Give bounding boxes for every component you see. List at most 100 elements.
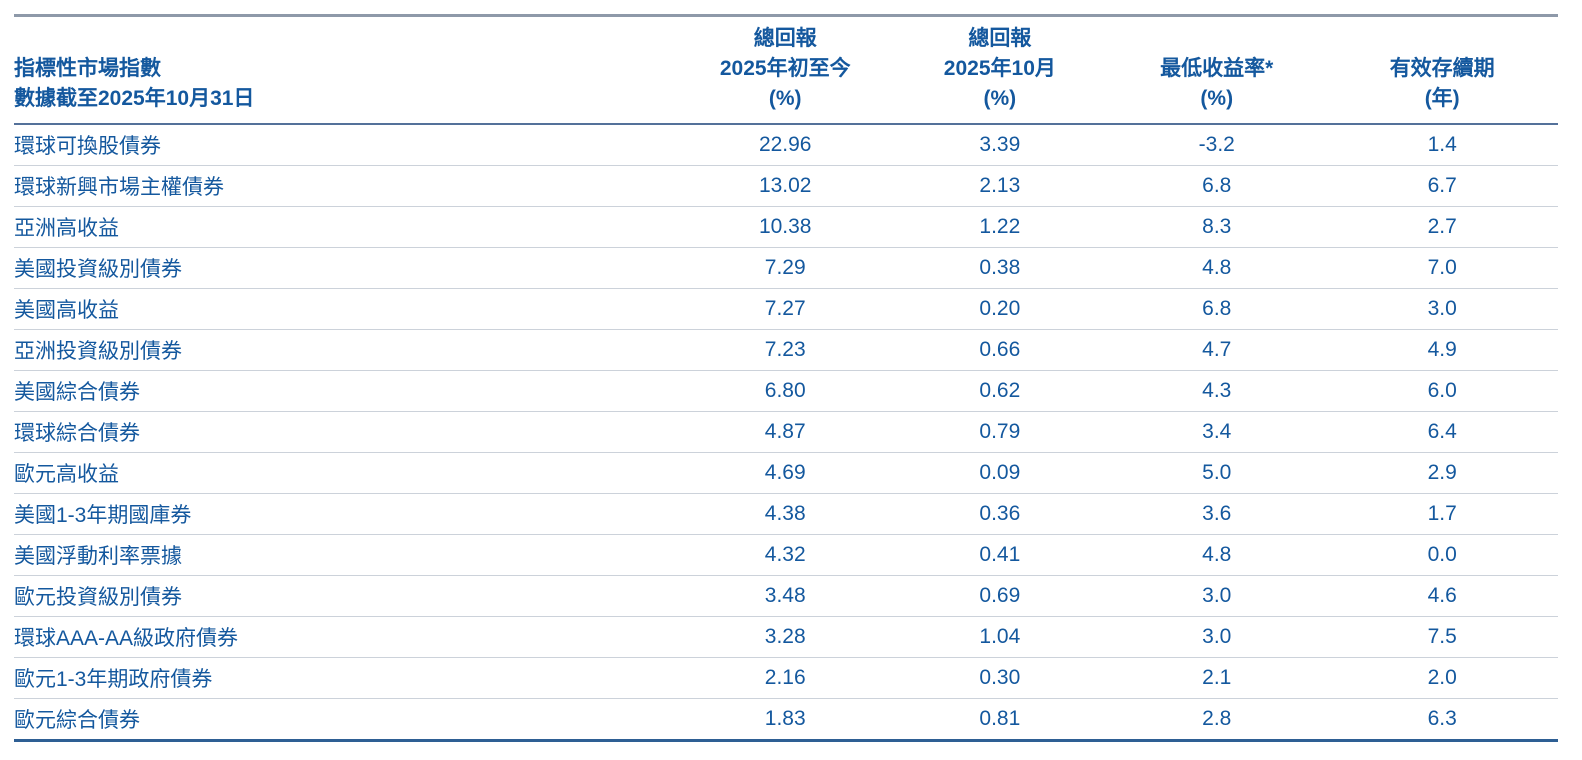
ytd-return-cell: 13.02 xyxy=(677,165,893,207)
index-name-cell: 環球新興市場主權債券 xyxy=(14,165,678,207)
index-name-cell: 歐元1-3年期政府債券 xyxy=(14,657,678,699)
table-header: 指標性市場指數 數據截至2025年10月31日 總回報 2025年初至今 (%)… xyxy=(14,15,1558,125)
ytd-return-cell: 3.48 xyxy=(677,575,893,617)
ytd-return-cell: 4.32 xyxy=(677,534,893,576)
yield-to-worst-cell: 3.0 xyxy=(1107,575,1327,617)
header-ytw-unit: (%) xyxy=(1200,87,1234,110)
table-row: 美國綜合債券 6.80 0.62 4.3 6.0 xyxy=(14,370,1558,412)
ytd-return-cell: 4.69 xyxy=(677,452,893,494)
oct-return-cell: 0.81 xyxy=(892,698,1108,742)
yield-to-worst-cell: 2.8 xyxy=(1107,698,1327,742)
index-name-cell: 歐元投資級別債券 xyxy=(14,575,678,617)
duration-cell: 6.3 xyxy=(1326,698,1558,742)
ytd-return-cell: 7.23 xyxy=(677,329,893,371)
table-row: 環球新興市場主權債券 13.02 2.13 6.8 6.7 xyxy=(14,165,1558,207)
table-row: 環球綜合債券 4.87 0.79 3.4 6.4 xyxy=(14,411,1558,453)
ytd-return-cell: 10.38 xyxy=(677,206,893,248)
table-row: 亞洲高收益 10.38 1.22 8.3 2.7 xyxy=(14,206,1558,248)
ytd-return-cell: 22.96 xyxy=(677,124,893,166)
header-ytd-line1: 總回報 xyxy=(753,27,817,50)
header-row: 指標性市場指數 數據截至2025年10月31日 總回報 2025年初至今 (%)… xyxy=(14,15,1558,125)
table-row: 美國投資級別債券 7.29 0.38 4.8 7.0 xyxy=(14,247,1558,289)
header-total-return-ytd: 總回報 2025年初至今 (%) xyxy=(678,16,893,125)
header-dur-line2: 有效存續期 xyxy=(1389,57,1495,80)
oct-return-cell: 0.38 xyxy=(892,247,1108,289)
ytd-return-cell: 6.80 xyxy=(677,370,893,412)
header-index-line1 xyxy=(14,24,678,54)
index-name-cell: 環球AAA-AA級政府債券 xyxy=(14,616,678,658)
yield-to-worst-cell: 4.8 xyxy=(1107,247,1327,289)
table-row: 美國浮動利率票據 4.32 0.41 4.8 0.0 xyxy=(14,534,1558,576)
oct-return-cell: 0.36 xyxy=(892,493,1108,535)
duration-cell: 1.4 xyxy=(1326,124,1558,166)
duration-cell: 1.7 xyxy=(1326,493,1558,535)
header-index-title: 指標性市場指數 xyxy=(14,57,161,80)
table-body: 環球可換股債券 22.96 3.39 -3.2 1.4 環球新興市場主權債券 1… xyxy=(14,124,1558,742)
duration-cell: 2.7 xyxy=(1326,206,1558,248)
oct-return-cell: 0.69 xyxy=(892,575,1108,617)
table-row: 環球AAA-AA級政府債券 3.28 1.04 3.0 7.5 xyxy=(14,616,1558,658)
header-oct-line2: 2025年10月 xyxy=(943,57,1056,80)
duration-cell: 7.0 xyxy=(1326,247,1558,289)
index-name-cell: 美國綜合債券 xyxy=(14,370,678,412)
index-name-cell: 環球可換股債券 xyxy=(14,124,678,166)
table-row: 環球可換股債券 22.96 3.39 -3.2 1.4 xyxy=(14,124,1558,166)
yield-to-worst-cell: 6.8 xyxy=(1107,288,1327,330)
duration-cell: 6.7 xyxy=(1326,165,1558,207)
index-name-cell: 美國投資級別債券 xyxy=(14,247,678,289)
header-yield-to-worst: 最低收益率* (%) xyxy=(1107,16,1326,125)
index-name-cell: 亞洲投資級別債券 xyxy=(14,329,678,371)
ytd-return-cell: 3.28 xyxy=(677,616,893,658)
oct-return-cell: 1.04 xyxy=(892,616,1108,658)
header-data-asof: 數據截至2025年10月31日 xyxy=(14,87,255,110)
oct-return-cell: 0.62 xyxy=(892,370,1108,412)
index-name-cell: 美國浮動利率票據 xyxy=(14,534,678,576)
header-oct-unit: (%) xyxy=(983,87,1017,110)
benchmark-index-table-wrap: 指標性市場指數 數據截至2025年10月31日 總回報 2025年初至今 (%)… xyxy=(14,14,1558,742)
header-oct-line1: 總回報 xyxy=(968,27,1032,50)
ytd-return-cell: 4.38 xyxy=(677,493,893,535)
yield-to-worst-cell: 4.7 xyxy=(1107,329,1327,371)
table-row: 美國高收益 7.27 0.20 6.8 3.0 xyxy=(14,288,1558,330)
index-name-cell: 美國高收益 xyxy=(14,288,678,330)
table-row: 歐元投資級別債券 3.48 0.69 3.0 4.6 xyxy=(14,575,1558,617)
duration-cell: 2.0 xyxy=(1326,657,1558,699)
header-ytd-unit: (%) xyxy=(768,87,802,110)
yield-to-worst-cell: 5.0 xyxy=(1107,452,1327,494)
oct-return-cell: 0.30 xyxy=(892,657,1108,699)
duration-cell: 2.9 xyxy=(1326,452,1558,494)
oct-return-cell: 3.39 xyxy=(892,124,1108,166)
oct-return-cell: 0.20 xyxy=(892,288,1108,330)
table-row: 歐元1-3年期政府債券 2.16 0.30 2.1 2.0 xyxy=(14,657,1558,699)
ytd-return-cell: 4.87 xyxy=(677,411,893,453)
header-effective-duration: 有效存續期 (年) xyxy=(1326,16,1558,125)
duration-cell: 6.4 xyxy=(1326,411,1558,453)
yield-to-worst-cell: 3.0 xyxy=(1107,616,1327,658)
header-total-return-oct: 總回報 2025年10月 (%) xyxy=(893,16,1108,125)
ytd-return-cell: 1.83 xyxy=(677,698,893,742)
index-name-cell: 環球綜合債券 xyxy=(14,411,678,453)
header-dur-line1 xyxy=(1326,24,1558,54)
index-name-cell: 歐元高收益 xyxy=(14,452,678,494)
header-ytw-line1 xyxy=(1107,24,1326,54)
duration-cell: 4.9 xyxy=(1326,329,1558,371)
oct-return-cell: 2.13 xyxy=(892,165,1108,207)
yield-to-worst-cell: 4.3 xyxy=(1107,370,1327,412)
benchmark-index-table: 指標性市場指數 數據截至2025年10月31日 總回報 2025年初至今 (%)… xyxy=(14,14,1558,742)
index-name-cell: 美國1-3年期國庫券 xyxy=(14,493,678,535)
header-ytw-line2: 最低收益率* xyxy=(1160,57,1274,80)
ytd-return-cell: 7.29 xyxy=(677,247,893,289)
yield-to-worst-cell: 6.8 xyxy=(1107,165,1327,207)
table-row: 美國1-3年期國庫券 4.38 0.36 3.6 1.7 xyxy=(14,493,1558,535)
yield-to-worst-cell: 8.3 xyxy=(1107,206,1327,248)
header-ytd-line2: 2025年初至今 xyxy=(719,57,851,80)
ytd-return-cell: 7.27 xyxy=(677,288,893,330)
oct-return-cell: 0.09 xyxy=(892,452,1108,494)
header-dur-unit: (年) xyxy=(1424,87,1460,110)
table-row: 歐元綜合債券 1.83 0.81 2.8 6.3 xyxy=(14,698,1558,742)
duration-cell: 0.0 xyxy=(1326,534,1558,576)
duration-cell: 3.0 xyxy=(1326,288,1558,330)
header-index-column: 指標性市場指數 數據截至2025年10月31日 xyxy=(14,16,678,125)
yield-to-worst-cell: 2.1 xyxy=(1107,657,1327,699)
